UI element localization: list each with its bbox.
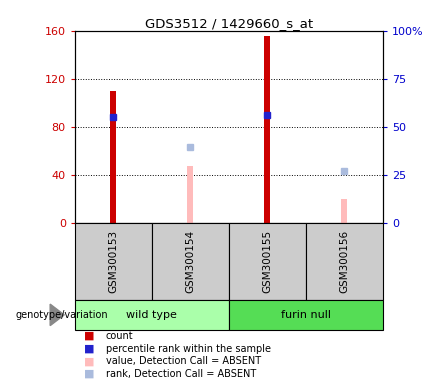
Text: percentile rank within the sample: percentile rank within the sample [106,344,271,354]
Text: GSM300156: GSM300156 [339,230,349,293]
Bar [187,166,194,223]
Bar [264,36,270,223]
Text: ■: ■ [84,369,94,379]
Bar [341,199,348,223]
FancyBboxPatch shape [75,223,152,300]
FancyBboxPatch shape [75,300,229,330]
Text: wild type: wild type [126,310,177,320]
FancyBboxPatch shape [306,223,383,300]
Title: GDS3512 / 1429660_s_at: GDS3512 / 1429660_s_at [145,17,313,30]
Text: furin null: furin null [281,310,331,320]
Text: GSM300155: GSM300155 [262,230,272,293]
Polygon shape [50,304,64,326]
Text: ■: ■ [84,356,94,366]
Text: GSM300153: GSM300153 [108,230,118,293]
Bar [110,91,116,223]
Text: ■: ■ [84,331,94,341]
Text: count: count [106,331,133,341]
FancyBboxPatch shape [229,223,306,300]
Text: value, Detection Call = ABSENT: value, Detection Call = ABSENT [106,356,261,366]
Text: rank, Detection Call = ABSENT: rank, Detection Call = ABSENT [106,369,256,379]
FancyBboxPatch shape [152,223,229,300]
FancyBboxPatch shape [229,300,383,330]
Text: GSM300154: GSM300154 [185,230,195,293]
Text: genotype/variation: genotype/variation [15,310,108,320]
Text: ■: ■ [84,344,94,354]
